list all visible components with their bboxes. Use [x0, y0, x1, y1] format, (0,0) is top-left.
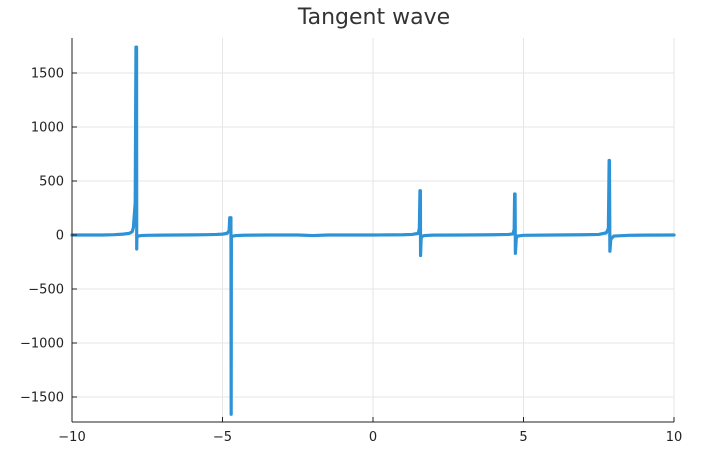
chart-title: Tangent wave [297, 5, 450, 30]
series-layer [70, 45, 676, 416]
y-tick-label: 0 [56, 229, 64, 244]
x-tick-label: −10 [58, 430, 85, 445]
series-line [70, 45, 676, 416]
tick-marks: −10 −5 0 5 10 −1500 −1000 −500 0 500 1000 1500 [20, 67, 682, 446]
y-tick-label: 1000 [31, 121, 64, 136]
y-tick-label: −500 [28, 283, 64, 298]
x-tick-label: 5 [519, 430, 527, 445]
x-tick-label: 0 [369, 430, 377, 445]
y-tick-label: 500 [39, 175, 64, 190]
x-tick-label: 10 [666, 430, 683, 445]
grid-lines [71, 38, 675, 422]
y-tick-label: −1500 [20, 391, 64, 406]
x-tick-label: −5 [213, 430, 232, 445]
y-tick-label: 1500 [31, 67, 64, 82]
y-tick-label: −1000 [20, 337, 64, 352]
